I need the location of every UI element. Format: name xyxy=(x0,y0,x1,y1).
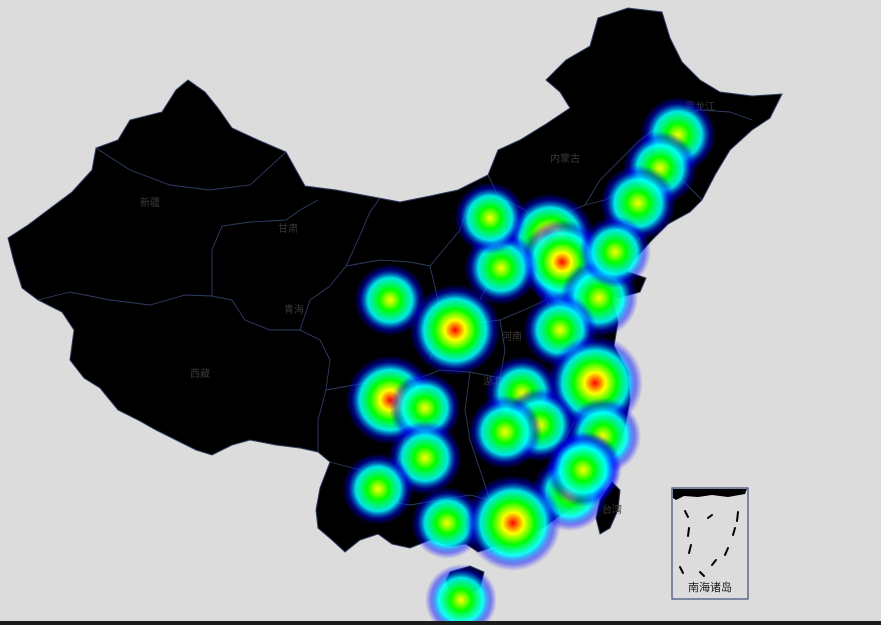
heat-point-10 xyxy=(354,264,426,336)
heat-point-27 xyxy=(425,564,497,625)
inset-coastline xyxy=(673,489,747,500)
province-label-xizang: 西藏 xyxy=(190,368,210,380)
heat-point-25 xyxy=(411,487,483,559)
inset-dash-line xyxy=(679,510,739,577)
heat-point-11 xyxy=(409,284,501,376)
heat-point-24 xyxy=(342,453,414,525)
heat-point-20 xyxy=(546,433,620,507)
heat-point-26 xyxy=(465,475,561,571)
south-china-sea-inset: 南海诸岛 xyxy=(671,487,749,600)
inset-frame xyxy=(671,487,749,600)
heat-point-7 xyxy=(579,216,651,288)
heatmap-layer xyxy=(342,96,717,625)
heat-point-17 xyxy=(468,395,542,469)
bottom-strip xyxy=(0,621,881,625)
province-label-taiwan: 台湾 xyxy=(602,503,622,516)
province-label-neimenggu: 内蒙古 xyxy=(550,152,580,165)
inset-label: 南海诸岛 xyxy=(688,580,732,594)
province-label-qinghai: 青海 xyxy=(284,303,304,316)
heat-point-9 xyxy=(454,182,526,254)
province-label-gansu: 甘肃 xyxy=(278,222,298,235)
province-label-henan: 河南 xyxy=(502,330,522,343)
province-label-xinjiang: 新疆 xyxy=(140,196,160,209)
